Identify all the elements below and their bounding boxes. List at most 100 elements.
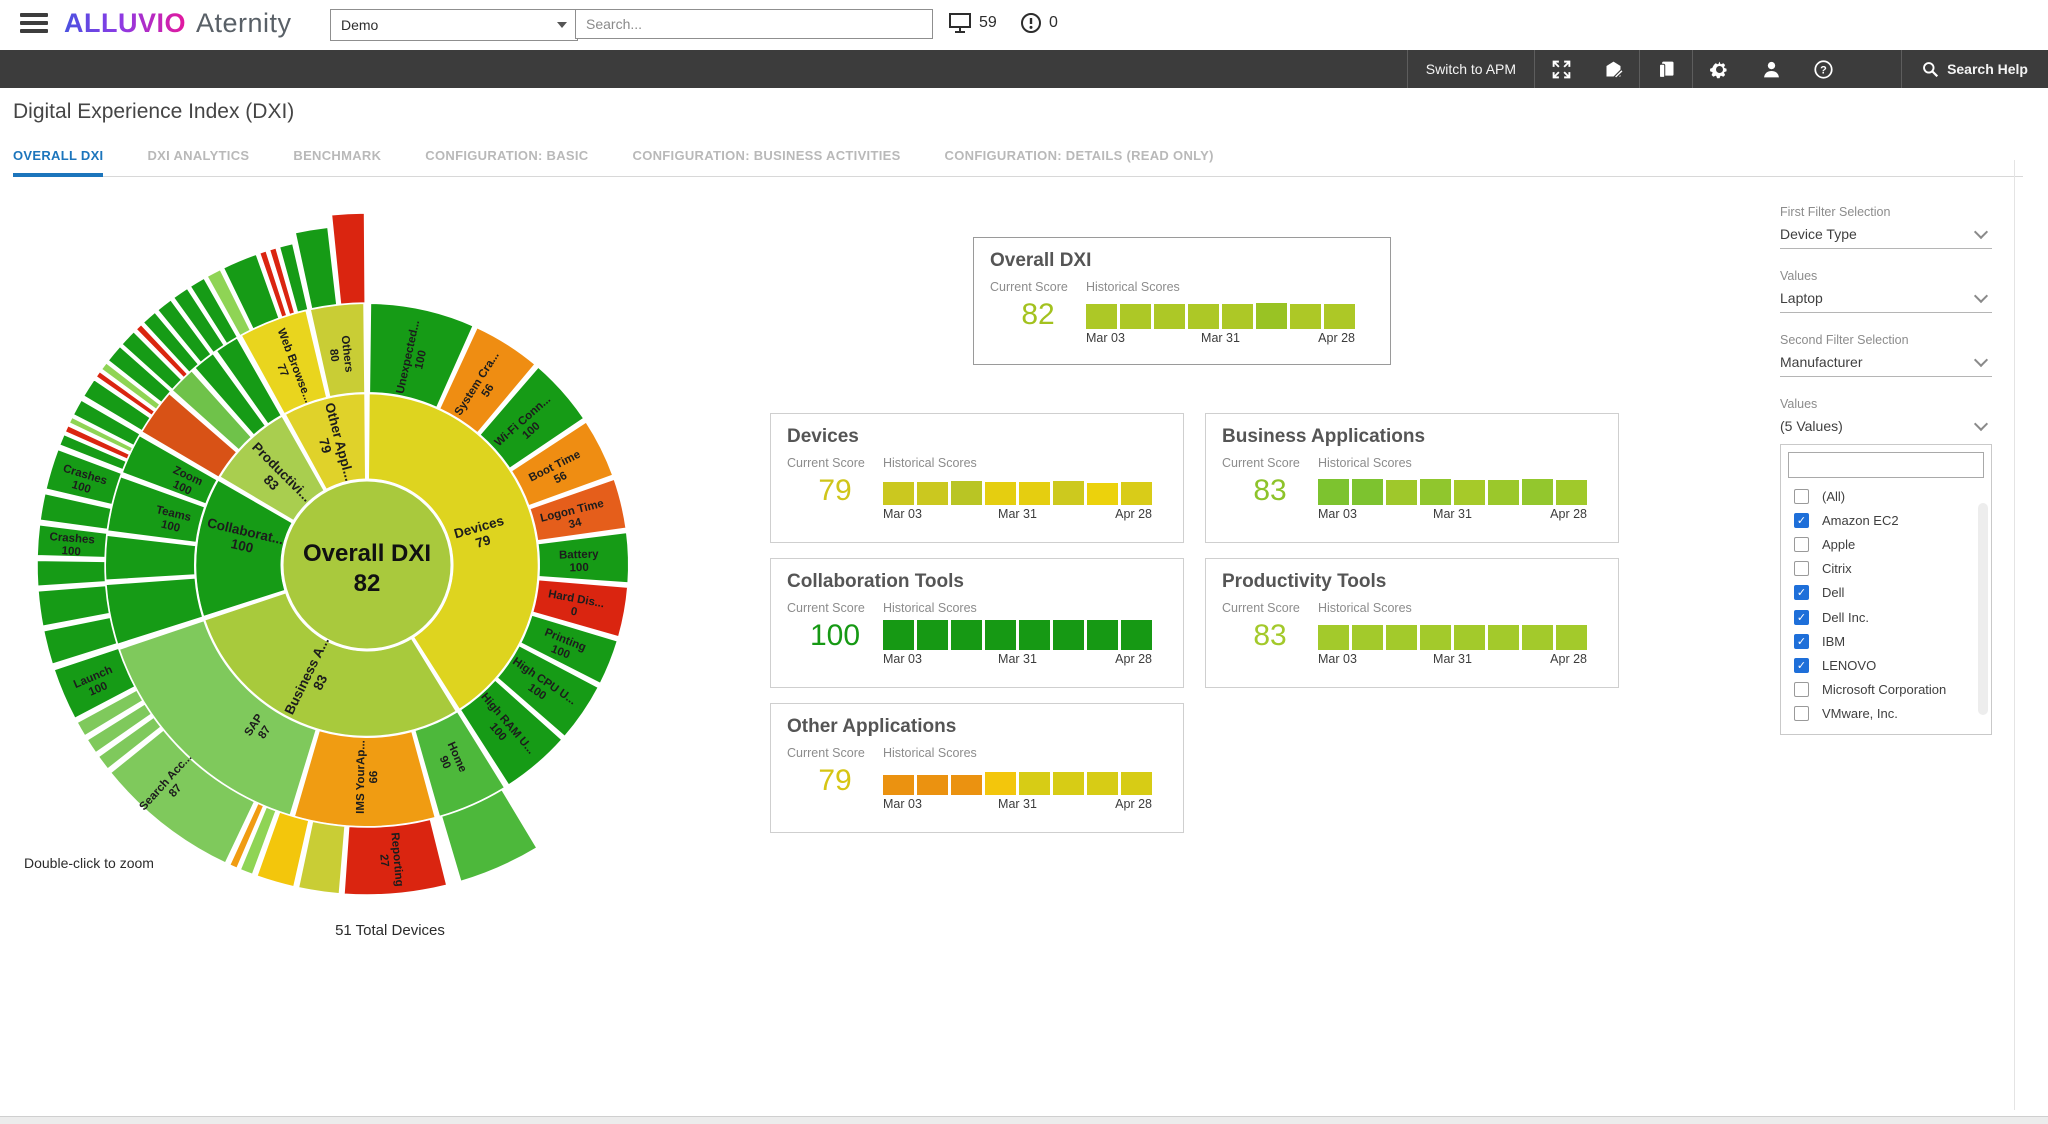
filter-option-microsoft-corporation[interactable]: Microsoft Corporation xyxy=(1781,678,1991,702)
filter-option--all-[interactable]: (All) xyxy=(1781,484,1991,508)
sunburst-segment[interactable] xyxy=(68,416,134,454)
dxi-sunburst-chart[interactable]: Overall DXI 82 Devices79 Business A...83 Col… xyxy=(0,170,700,970)
filter-option-citrix[interactable]: Citrix xyxy=(1781,557,1991,581)
history-block[interactable] xyxy=(1053,620,1084,650)
sunburst-segment[interactable] xyxy=(228,802,265,870)
values-select-1[interactable]: Laptop xyxy=(1780,288,1992,313)
history-block[interactable] xyxy=(883,620,914,650)
search-input[interactable] xyxy=(575,9,933,39)
history-block[interactable] xyxy=(1420,625,1451,650)
sunburst-segment[interactable] xyxy=(135,323,189,379)
sunburst-segment-hard-dis-[interactable] xyxy=(531,578,630,639)
sunburst-segment-logon-time[interactable] xyxy=(528,477,628,543)
sunburst-segment[interactable] xyxy=(156,298,213,364)
checkbox-checked-icon[interactable]: ✓ xyxy=(1794,657,1809,673)
tab-overall-dxi[interactable]: OVERALL DXI xyxy=(13,148,104,177)
edit-dashboard-icon[interactable] xyxy=(1587,50,1639,88)
history-block[interactable] xyxy=(1053,481,1084,505)
sunburst-segment[interactable] xyxy=(294,226,338,310)
checkbox-unchecked-icon[interactable] xyxy=(1794,706,1809,722)
tab-configuration-basic[interactable]: CONFIGURATION: BASIC xyxy=(425,148,589,163)
sunburst-segment[interactable] xyxy=(172,287,226,354)
history-block[interactable] xyxy=(1556,625,1587,650)
sunburst-segment-zoom[interactable] xyxy=(120,433,219,506)
history-block[interactable] xyxy=(1086,304,1117,329)
sunburst-segment[interactable] xyxy=(94,370,156,417)
history-block[interactable] xyxy=(1522,479,1553,505)
sunburst-segment[interactable] xyxy=(100,361,162,411)
sunburst-segment[interactable] xyxy=(239,805,278,876)
history-block[interactable] xyxy=(1488,480,1519,505)
sunburst-segment[interactable] xyxy=(440,788,538,883)
tab-configuration-details-read-only-[interactable]: CONFIGURATION: DETAILS (READ ONLY) xyxy=(944,148,1214,163)
sunburst-center[interactable] xyxy=(280,478,454,652)
history-block[interactable] xyxy=(951,775,982,795)
history-block[interactable] xyxy=(1019,772,1050,795)
history-block[interactable] xyxy=(1352,479,1383,505)
sunburst-segment-high-ram-u-[interactable] xyxy=(458,678,564,787)
sunburst-segment-launch[interactable] xyxy=(53,647,137,720)
tab-configuration-business-activities[interactable]: CONFIGURATION: BUSINESS ACTIVITIES xyxy=(632,148,901,163)
sunburst-segment[interactable] xyxy=(75,688,144,737)
history-block[interactable] xyxy=(883,775,914,795)
device-count-indicator[interactable]: 59 xyxy=(948,12,997,34)
history-block[interactable] xyxy=(1087,483,1118,505)
history-block[interactable] xyxy=(1386,625,1417,650)
sunburst-segment[interactable] xyxy=(97,716,163,771)
history-block[interactable] xyxy=(951,620,982,650)
sunburst-segment[interactable] xyxy=(189,277,239,345)
tab-dxi-analytics[interactable]: DXI ANALYTICS xyxy=(147,148,250,163)
history-block[interactable] xyxy=(1324,304,1355,329)
history-block[interactable] xyxy=(1188,304,1219,329)
sunburst-segment[interactable] xyxy=(58,433,128,471)
history-block[interactable] xyxy=(1019,620,1050,650)
history-block[interactable] xyxy=(1454,480,1485,505)
sunburst-segment-boot-time[interactable] xyxy=(509,420,615,508)
values-select-2[interactable]: (5 Values) xyxy=(1780,416,1992,440)
checkbox-unchecked-icon[interactable] xyxy=(1794,488,1809,504)
sunburst-segment[interactable] xyxy=(222,253,281,331)
environment-select[interactable]: Demo xyxy=(330,9,578,41)
history-block[interactable] xyxy=(1522,625,1553,650)
sunburst-segment-search-acc-[interactable] xyxy=(109,728,256,865)
sunburst-segment[interactable] xyxy=(82,378,152,432)
sunburst-segment[interactable] xyxy=(106,345,172,404)
checkbox-unchecked-icon[interactable] xyxy=(1794,536,1809,552)
expand-icon[interactable] xyxy=(1535,50,1587,88)
filter-option-lenovo[interactable]: ✓ LENOVO xyxy=(1781,653,1991,677)
history-block[interactable] xyxy=(1352,625,1383,650)
sunburst-segment-system-cra-[interactable] xyxy=(437,325,537,435)
sunburst-segment[interactable] xyxy=(36,559,107,588)
sunburst-segment[interactable] xyxy=(258,249,288,319)
history-block[interactable] xyxy=(1053,772,1084,795)
history-block[interactable] xyxy=(985,772,1016,795)
pages-icon[interactable] xyxy=(1640,50,1692,88)
history-block[interactable] xyxy=(1256,303,1287,329)
history-block[interactable] xyxy=(985,482,1016,505)
filter-option-vmware-inc-[interactable]: VMware, Inc. xyxy=(1781,702,1991,726)
history-block[interactable] xyxy=(1222,304,1253,329)
history-block[interactable] xyxy=(985,620,1016,650)
sunburst-segment[interactable] xyxy=(278,242,309,314)
gear-icon[interactable] xyxy=(1693,50,1745,88)
first-filter-select[interactable]: Device Type xyxy=(1780,224,1992,249)
sunburst-segment[interactable] xyxy=(42,616,119,666)
help-icon[interactable]: ? xyxy=(1797,50,1849,88)
sunburst-segment[interactable] xyxy=(268,246,296,316)
sunburst-segment-high-cpu-u-[interactable] xyxy=(495,643,601,739)
sunburst-segment[interactable] xyxy=(205,268,252,337)
filter-option-amazon-ec2[interactable]: ✓ Amazon EC2 xyxy=(1781,508,1991,532)
history-block[interactable] xyxy=(917,775,948,795)
sunburst-segment[interactable] xyxy=(37,584,111,628)
history-block[interactable] xyxy=(1121,772,1152,795)
history-block[interactable] xyxy=(1154,304,1185,329)
alert-count-indicator[interactable]: 0 xyxy=(1020,12,1058,34)
history-block[interactable] xyxy=(1386,480,1417,505)
history-block[interactable] xyxy=(1290,304,1321,329)
switch-to-apm-button[interactable]: Switch to APM xyxy=(1425,61,1517,77)
history-block[interactable] xyxy=(1420,479,1451,505)
sunburst-segment[interactable] xyxy=(39,492,113,531)
sunburst-segment-unexpected-[interactable] xyxy=(368,302,475,410)
history-block[interactable] xyxy=(1556,480,1587,505)
history-block[interactable] xyxy=(1318,479,1349,505)
